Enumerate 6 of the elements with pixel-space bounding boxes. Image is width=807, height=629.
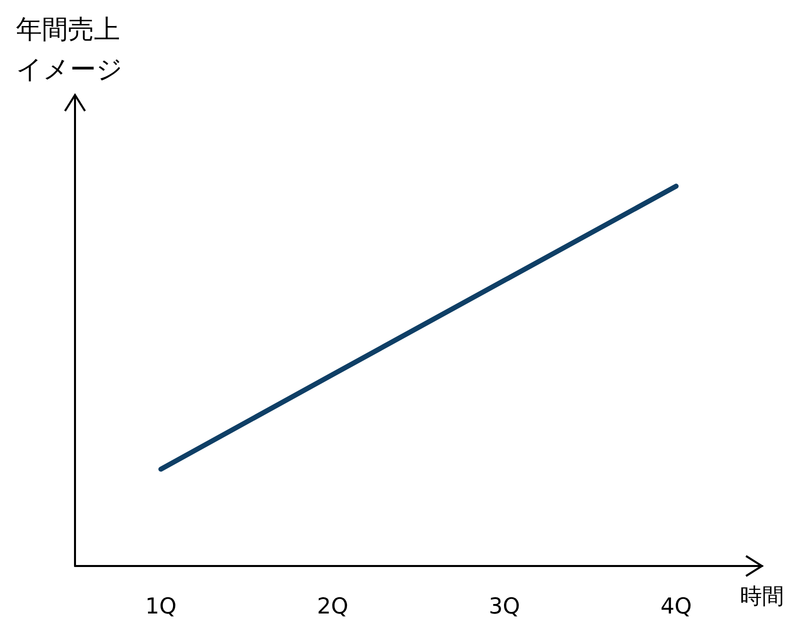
y-axis-title: 年間売上イメージ bbox=[16, 15, 123, 85]
x-tick-label: 4Q bbox=[660, 594, 692, 620]
x-tick-label: 2Q bbox=[316, 594, 348, 620]
x-tick-label: 1Q bbox=[145, 594, 177, 620]
x-axis-title: 時間 bbox=[740, 584, 784, 610]
x-tick-label: 3Q bbox=[488, 594, 520, 620]
